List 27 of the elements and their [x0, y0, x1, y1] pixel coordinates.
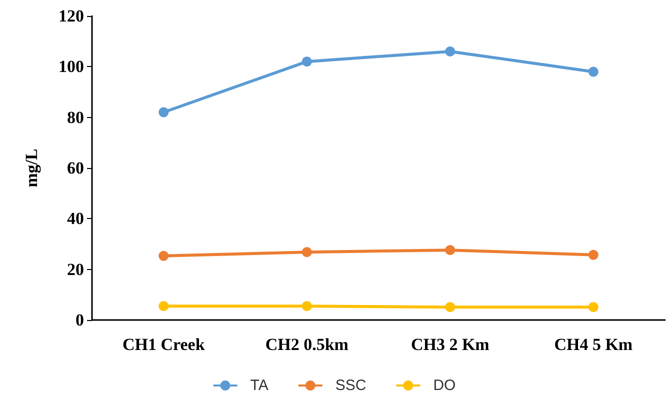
- y-tick-label: 20: [67, 260, 84, 279]
- y-tick-label: 120: [58, 6, 84, 26]
- x-tick-label: CH2 0.5km: [265, 335, 348, 354]
- y-tick-label: 0: [76, 310, 84, 330]
- legend-label: DO: [433, 377, 456, 394]
- point: [588, 66, 598, 77]
- point: [158, 107, 169, 118]
- point: [445, 46, 456, 56]
- point: [158, 301, 169, 312]
- x-tick-label: CH1 Creek: [122, 335, 206, 354]
- y-tick-label: 60: [67, 158, 84, 178]
- point: [302, 247, 312, 258]
- y-axis-title: mg/L: [22, 148, 41, 188]
- x-tick-label: CH3 2 Km: [410, 335, 490, 354]
- legend-label: SSC: [335, 377, 366, 394]
- point: [588, 302, 598, 312]
- y-tick-label: 80: [67, 108, 84, 127]
- point: [445, 245, 456, 256]
- legend-label: TA: [250, 377, 268, 394]
- x-tick-label: CH4 5 Km: [554, 335, 633, 354]
- point: [588, 250, 598, 260]
- point: [158, 250, 169, 261]
- point: [302, 301, 312, 312]
- y-tick-label: 40: [67, 209, 84, 228]
- point: [302, 56, 312, 67]
- y-tick-label: 100: [58, 57, 84, 76]
- point: [445, 302, 456, 312]
